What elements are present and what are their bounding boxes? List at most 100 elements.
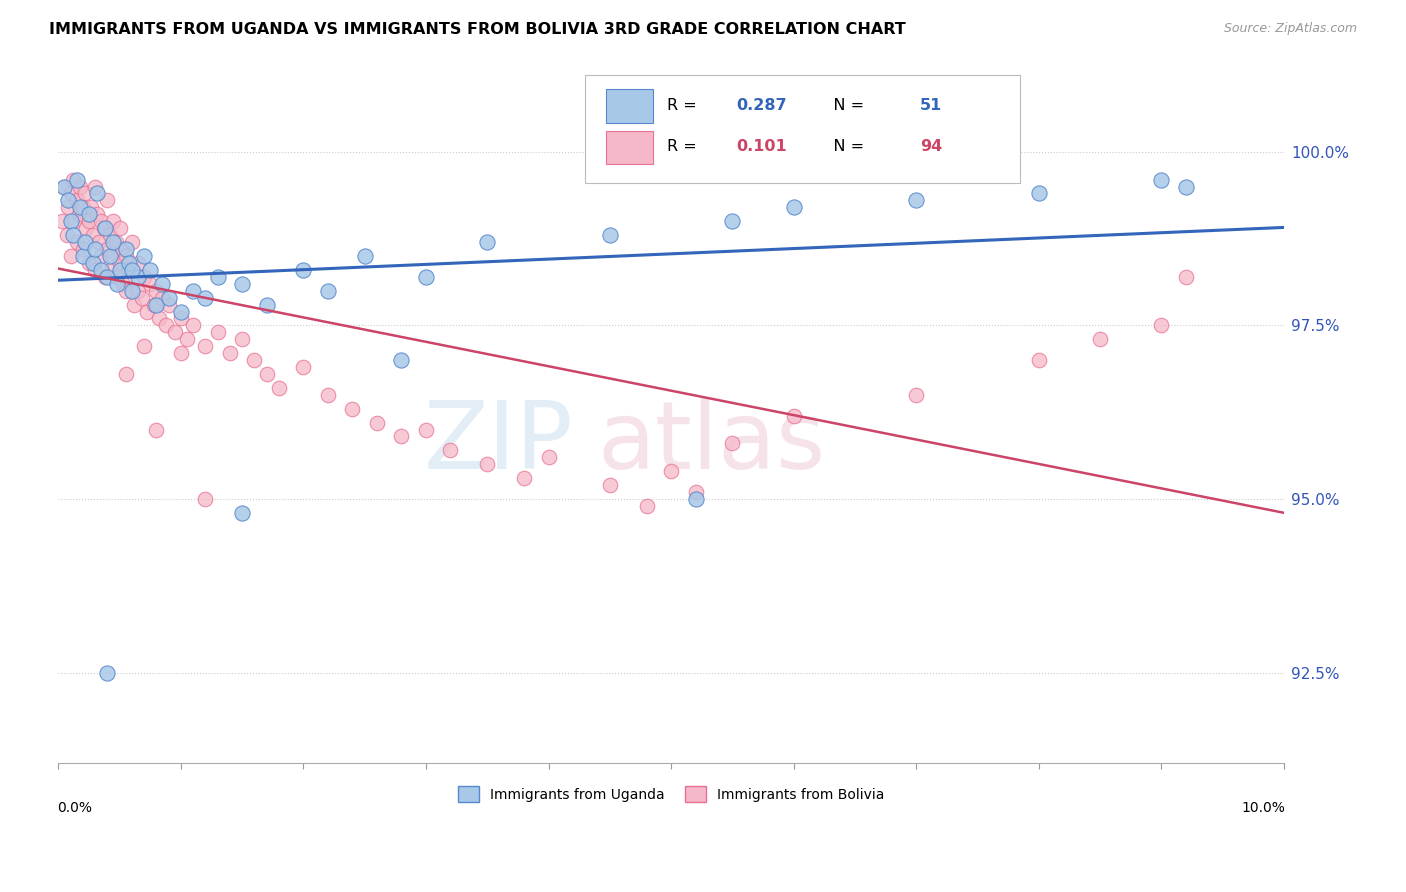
Point [513, 471, 536, 485]
Point [108, 263, 131, 277]
Point [90, 249, 112, 263]
Point [659, 464, 682, 478]
Point [67, 207, 90, 221]
Bar [606, 89, 652, 123]
Point [56, 194, 79, 208]
Point [63, 214, 86, 228]
Point [75, 235, 97, 249]
Point [477, 235, 499, 249]
Point [127, 284, 149, 298]
Point [157, 291, 180, 305]
Point [100, 263, 122, 277]
Point [111, 242, 134, 256]
Point [114, 242, 136, 256]
Point [77, 256, 100, 270]
FancyBboxPatch shape [585, 76, 1021, 183]
Point [1028, 186, 1050, 201]
Point [98, 249, 121, 263]
Point [415, 423, 437, 437]
Point [127, 256, 149, 270]
Text: N =: N = [818, 98, 869, 112]
Point [122, 297, 145, 311]
Bar [606, 131, 652, 164]
Point [353, 249, 375, 263]
Point [721, 436, 744, 450]
Point [132, 269, 155, 284]
Point [905, 388, 928, 402]
Text: 0.0%: 0.0% [58, 801, 91, 815]
Point [90, 263, 112, 277]
Point [56, 228, 79, 243]
Point [599, 478, 621, 492]
Point [114, 284, 136, 298]
Point [86, 186, 108, 201]
Point [1174, 179, 1197, 194]
Point [108, 256, 131, 270]
Point [415, 269, 437, 284]
Point [782, 409, 804, 423]
Text: 94: 94 [920, 139, 942, 154]
Point [87, 235, 110, 249]
Point [75, 186, 97, 201]
Point [599, 228, 621, 243]
Point [104, 235, 127, 249]
Point [114, 367, 136, 381]
Point [139, 263, 162, 277]
Point [231, 277, 253, 291]
Point [103, 214, 125, 228]
Point [66, 172, 89, 186]
Point [366, 416, 388, 430]
Text: Source: ZipAtlas.com: Source: ZipAtlas.com [1223, 22, 1357, 36]
Point [121, 235, 143, 249]
Point [56, 200, 79, 214]
Point [96, 269, 118, 284]
Point [127, 269, 149, 284]
Point [53, 179, 76, 194]
Point [103, 235, 125, 249]
Point [59, 249, 82, 263]
Point [96, 194, 118, 208]
Point [62, 172, 84, 186]
Point [132, 249, 155, 263]
Text: R =: R = [668, 139, 702, 154]
Point [176, 332, 198, 346]
Point [112, 277, 135, 291]
Point [267, 381, 290, 395]
Point [316, 284, 339, 298]
Point [157, 297, 180, 311]
Point [86, 207, 108, 221]
Point [59, 214, 82, 228]
Point [121, 284, 143, 298]
Point [391, 429, 413, 443]
Point [145, 423, 167, 437]
Point [181, 284, 204, 298]
Point [231, 506, 253, 520]
Point [292, 263, 315, 277]
Point [84, 263, 107, 277]
Point [148, 311, 170, 326]
Point [94, 221, 117, 235]
Point [96, 665, 118, 680]
Text: atlas: atlas [598, 398, 825, 490]
Point [685, 491, 707, 506]
Point [1150, 172, 1173, 186]
Point [132, 339, 155, 353]
Point [1174, 269, 1197, 284]
Point [537, 450, 560, 465]
Point [207, 326, 229, 340]
Point [142, 297, 165, 311]
Point [84, 242, 107, 256]
Point [121, 263, 143, 277]
Point [77, 214, 100, 228]
Point [118, 256, 141, 270]
Point [108, 221, 131, 235]
Point [51, 214, 73, 228]
Point [82, 228, 104, 243]
Point [163, 326, 186, 340]
Point [170, 304, 193, 318]
Text: N =: N = [818, 139, 869, 154]
Point [1028, 353, 1050, 368]
Point [103, 249, 125, 263]
Point [194, 491, 217, 506]
Point [1150, 318, 1173, 333]
